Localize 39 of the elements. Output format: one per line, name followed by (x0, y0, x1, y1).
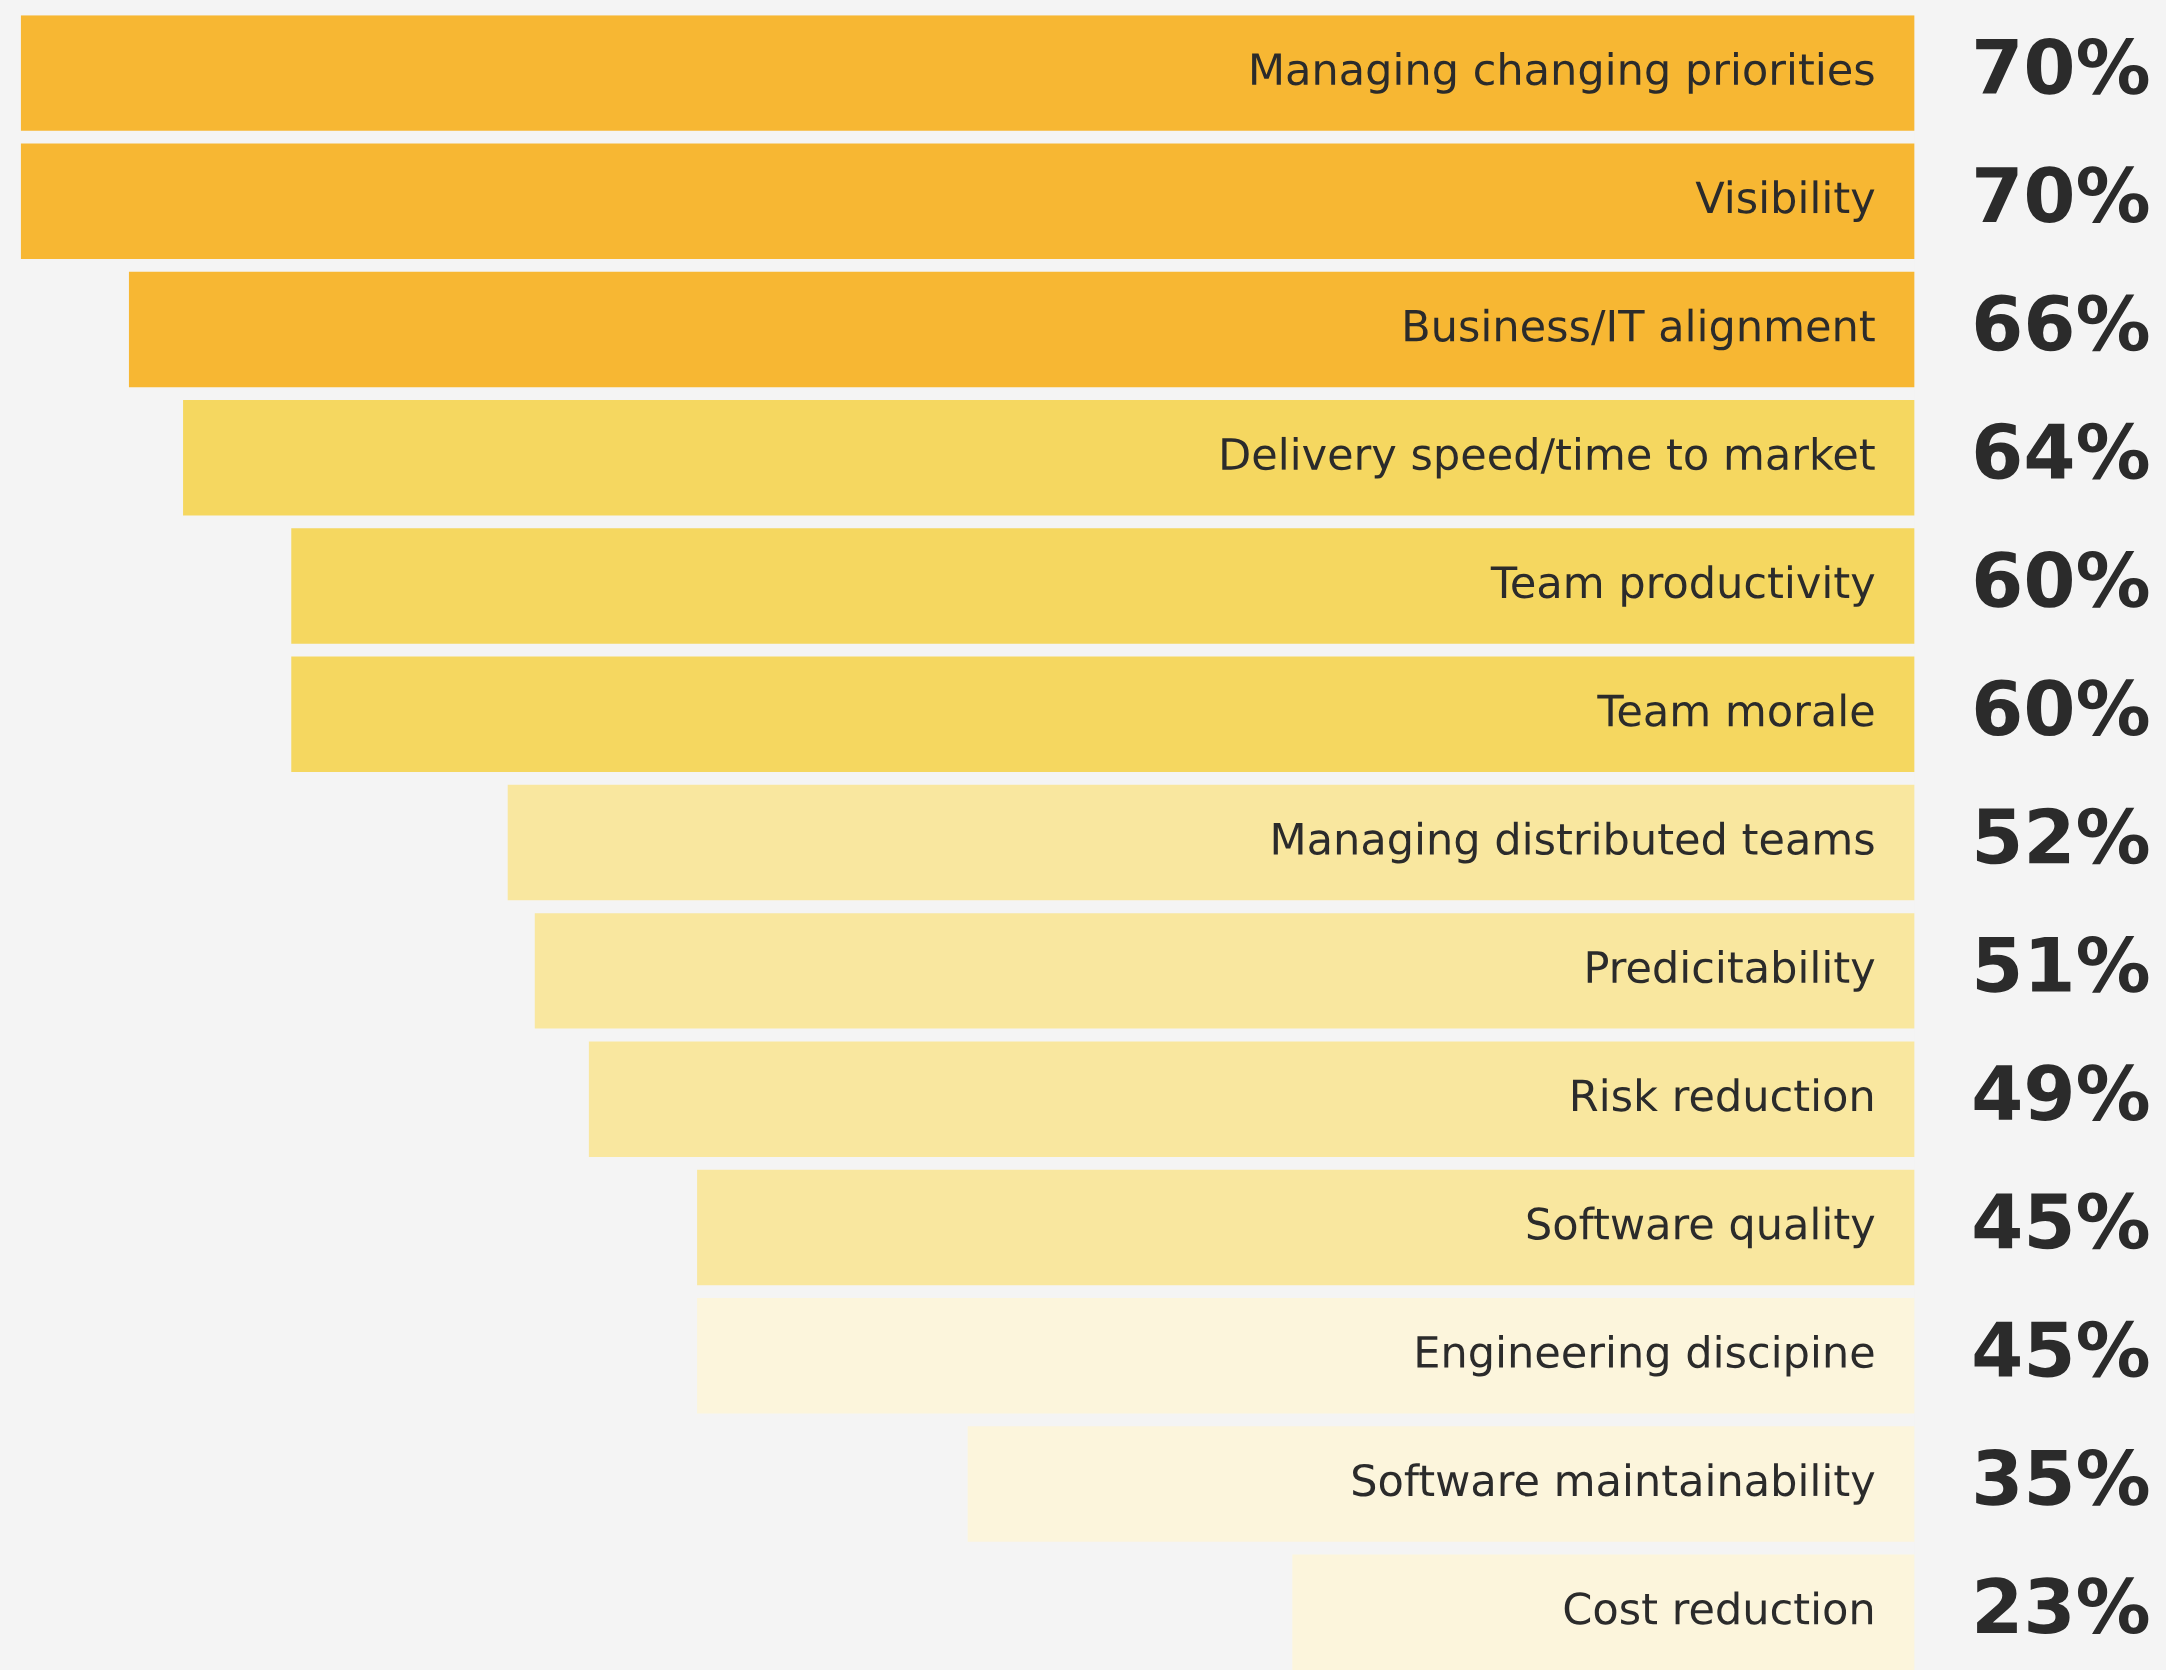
y-tick-label: Cost reduction (1564, 1591, 1873, 1625)
y-tick-label: Software maintainability (1353, 1463, 1875, 1505)
bar (183, 400, 1915, 516)
y-tick-label: Predicitability (1587, 950, 1875, 992)
data-label: 45% (1974, 1320, 2149, 1378)
bar (20, 15, 1915, 131)
y-tick-label: Managing distributed teams (1273, 821, 1874, 864)
bar (1292, 1554, 1915, 1670)
bar (507, 784, 1915, 901)
bar (20, 143, 1915, 259)
bar (967, 1426, 1915, 1542)
bar (128, 271, 1915, 388)
data-label: 52% (1976, 807, 2149, 865)
data-label: 66% (1975, 294, 2149, 352)
data-label: 70% (1976, 166, 2149, 223)
y-tick-label: Visibility (1695, 180, 1875, 223)
bar (291, 656, 1915, 773)
data-label: 60% (1975, 551, 2149, 608)
y-tick-label: Software quality (1527, 1206, 1875, 1249)
y-tick-label: Risk reduction (1573, 1078, 1873, 1112)
data-label: 64% (1975, 422, 2149, 480)
y-tick-label: Team morale (1597, 693, 1874, 727)
y-tick-label: Managing changing priorities (1252, 52, 1874, 94)
data-label: 49% (1974, 1064, 2149, 1121)
data-label: 23% (1977, 1577, 2149, 1635)
data-label: 60% (1975, 679, 2149, 737)
data-label: 45% (1974, 1192, 2149, 1250)
y-tick-label: Team productivity (1490, 565, 1875, 607)
data-label: 70% (1976, 37, 2149, 95)
y-tick-label: Delivery speed/time to market (1222, 436, 1875, 479)
y-tick-label: Business/IT alignment (1405, 308, 1875, 351)
bar (697, 1297, 1915, 1414)
data-label: 51% (1976, 935, 2149, 993)
data-label: 35% (1976, 1449, 2149, 1506)
bar (588, 1041, 1915, 1157)
bar (291, 528, 1915, 644)
y-tick-label: Engineering discipine (1417, 1334, 1874, 1377)
bar (697, 1169, 1915, 1286)
bar (534, 913, 1915, 1029)
